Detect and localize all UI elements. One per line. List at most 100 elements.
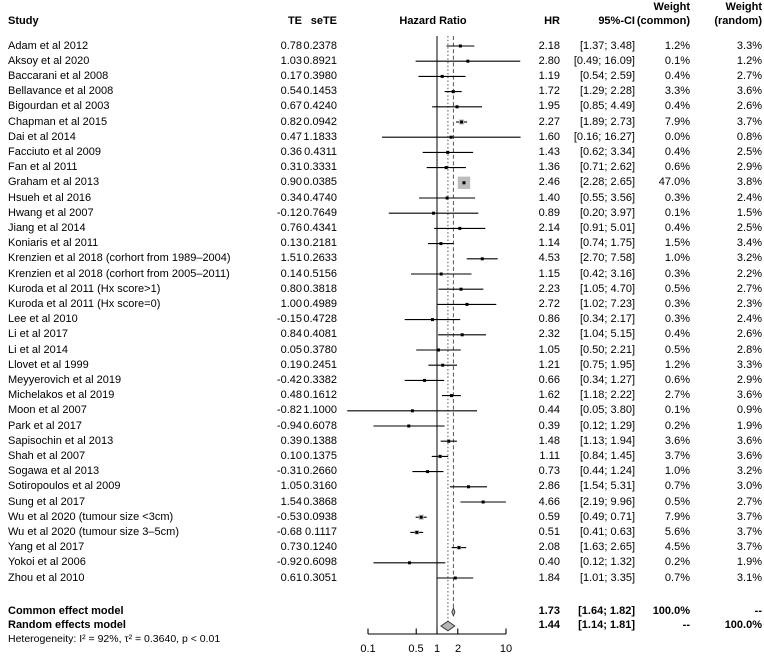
sete-value: 0.1453 — [303, 85, 337, 98]
weight-random-value: 3.3% — [736, 358, 762, 371]
sete-value: 0.6078 — [303, 419, 337, 432]
sete-value: 0.2660 — [303, 465, 337, 478]
weight-random-value: 1.5% — [736, 206, 762, 219]
column-header-sete: seTE — [310, 15, 337, 27]
hr-value: 0.66 — [538, 373, 560, 386]
hr-value: 1.95 — [538, 100, 560, 113]
weight-random-value: 2.6% — [736, 100, 762, 113]
point-marker — [419, 515, 423, 519]
weight-common-value: 0.3% — [664, 191, 690, 204]
te-value: 0.61 — [280, 571, 302, 584]
weight-common-value: 3.7% — [664, 449, 690, 462]
weight-random-value: 1.9% — [736, 556, 762, 569]
ci-value: [0.84; 1.45] — [579, 449, 635, 462]
weight-random-value: 2.6% — [736, 328, 762, 341]
te-value: 0.10 — [280, 449, 302, 462]
study-name: Baccarani et al 2008 — [8, 69, 109, 82]
te-value: 0.78 — [280, 39, 302, 52]
te-value: 0.17 — [280, 69, 302, 82]
hr-value: 2.72 — [538, 297, 560, 310]
study-name: Sotiropoulos et al 2009 — [8, 480, 121, 493]
hr-value: 4.66 — [538, 495, 560, 508]
study-name: Li et al 2017 — [8, 328, 68, 341]
point-marker — [460, 120, 464, 124]
x-axis-label-0.1: 0.1 — [360, 643, 376, 655]
sete-value: 0.0942 — [303, 115, 337, 128]
weight-random-value: 1.2% — [736, 54, 762, 67]
hr-value: 2.08 — [538, 541, 560, 554]
hr-value: 1.05 — [538, 343, 560, 356]
ci-value: [0.49; 16.09] — [573, 54, 635, 67]
sete-value: 0.3818 — [303, 282, 337, 295]
study-name: Bigourdan et al 2003 — [8, 100, 110, 113]
ci-value: [1.02; 7.23] — [579, 297, 635, 310]
weight-common-value: 0.3% — [664, 313, 690, 326]
weight-random-value: 3.7% — [736, 525, 762, 538]
hr-value: 1.19 — [538, 69, 560, 82]
sete-value: 0.4989 — [303, 297, 337, 310]
weight-common-value: 7.9% — [664, 115, 690, 128]
random-effects-hr: 1.44 — [538, 619, 560, 631]
sete-value: 0.1612 — [303, 389, 337, 402]
weight-common-value: 0.0% — [664, 130, 690, 143]
sete-value: 0.6098 — [303, 556, 337, 569]
sete-value: 0.1117 — [304, 525, 337, 538]
study-name: Zhou et al 2010 — [8, 571, 85, 584]
point-marker — [438, 454, 442, 458]
weight-common-value: 1.0% — [664, 465, 690, 478]
weight-random-value: 2.2% — [736, 267, 762, 280]
study-name: Hwang et al 2007 — [8, 206, 94, 219]
weight-common-value: 0.4% — [664, 145, 690, 158]
ci-value: [0.12; 1.32] — [579, 556, 635, 569]
te-value: 0.36 — [280, 145, 302, 158]
weight-random-value: 3.6% — [736, 85, 762, 98]
ci-value: [1.18; 2.22] — [579, 389, 635, 402]
hr-value: 0.44 — [538, 404, 560, 417]
hr-value: 1.15 — [538, 267, 560, 280]
weight-random-value: 2.3% — [736, 297, 762, 310]
study-name: Yang et al 2017 — [8, 541, 85, 554]
sete-value: 0.2451 — [303, 358, 337, 371]
sete-value: 0.3331 — [303, 161, 337, 174]
point-marker — [462, 181, 466, 185]
hr-value: 0.73 — [538, 465, 560, 478]
ci-value: [0.71; 2.62] — [579, 161, 635, 174]
point-marker — [466, 485, 470, 489]
weight-random-value: 3.4% — [736, 237, 762, 250]
hr-value: 4.53 — [538, 252, 560, 265]
te-value: -0.15 — [276, 313, 302, 326]
hr-value: 1.60 — [538, 130, 560, 143]
sete-value: 0.1388 — [303, 434, 337, 447]
random-effects-label: Random effects model — [8, 619, 126, 631]
sete-value: 0.3780 — [303, 343, 337, 356]
weight-common-value: 1.2% — [664, 39, 690, 52]
weight-common-value: 0.6% — [664, 161, 690, 174]
te-value: 0.76 — [280, 221, 302, 234]
ci-value: [0.42; 3.16] — [579, 267, 635, 280]
weight-random-value: 2.7% — [736, 282, 762, 295]
study-name: Lee et al 2010 — [8, 313, 78, 326]
weight-random-value: 2.9% — [736, 161, 762, 174]
column-header-hr: HR — [544, 15, 560, 27]
point-marker — [446, 150, 450, 154]
point-marker — [426, 470, 430, 474]
hr-value: 2.32 — [538, 328, 560, 341]
study-name: Krenzien et al 2018 (corhort from 2005–2… — [8, 267, 230, 280]
te-value: 0.67 — [280, 100, 302, 113]
weight-random-value: 2.5% — [736, 145, 762, 158]
weight-random-value: 2.7% — [736, 69, 762, 82]
te-value: -0.68 — [276, 525, 302, 538]
study-name: Aksoy et al 2020 — [8, 54, 90, 67]
hr-value: 0.89 — [538, 206, 560, 219]
point-marker — [439, 272, 443, 276]
te-value: 1.03 — [280, 54, 302, 67]
study-name: Graham et al 2013 — [8, 176, 100, 189]
weight-common-value: 0.7% — [664, 480, 690, 493]
weight-common-value: 0.4% — [664, 221, 690, 234]
te-value: -0.53 — [276, 510, 302, 523]
te-value: 0.84 — [280, 328, 302, 341]
ci-value: [1.63; 2.65] — [579, 541, 635, 554]
sete-value: 0.7649 — [303, 206, 337, 219]
point-marker — [441, 363, 445, 367]
te-value: 0.34 — [280, 191, 302, 204]
